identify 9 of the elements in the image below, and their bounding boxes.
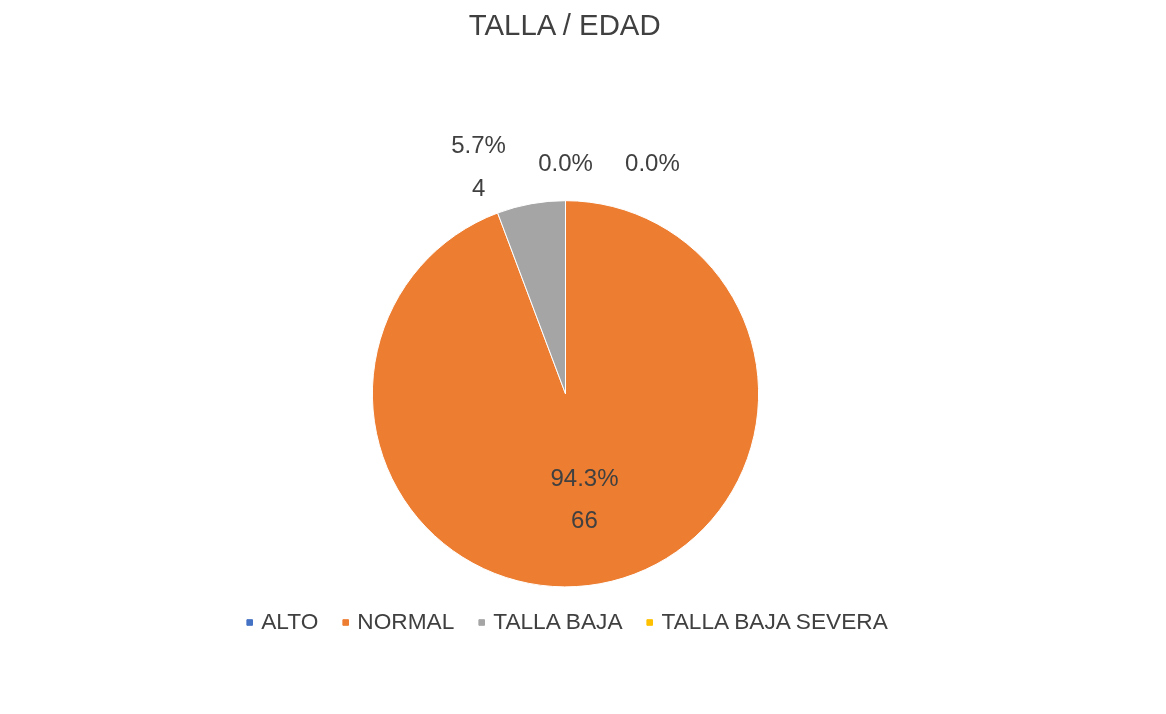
- legend-label: TALLA BAJA: [493, 608, 623, 635]
- text: 0.0%: [625, 148, 680, 176]
- legend-label: NORMAL: [357, 608, 455, 635]
- data-label: 5.7% 4: [451, 131, 506, 201]
- chart-title: TALLA / EDAD: [468, 7, 661, 41]
- legend-label: ALTO: [261, 608, 319, 635]
- text: 0.0%: [538, 148, 593, 176]
- legend-label: TALLA BAJA SEVERA: [661, 608, 888, 635]
- data-label: 94.3% 66: [550, 463, 619, 534]
